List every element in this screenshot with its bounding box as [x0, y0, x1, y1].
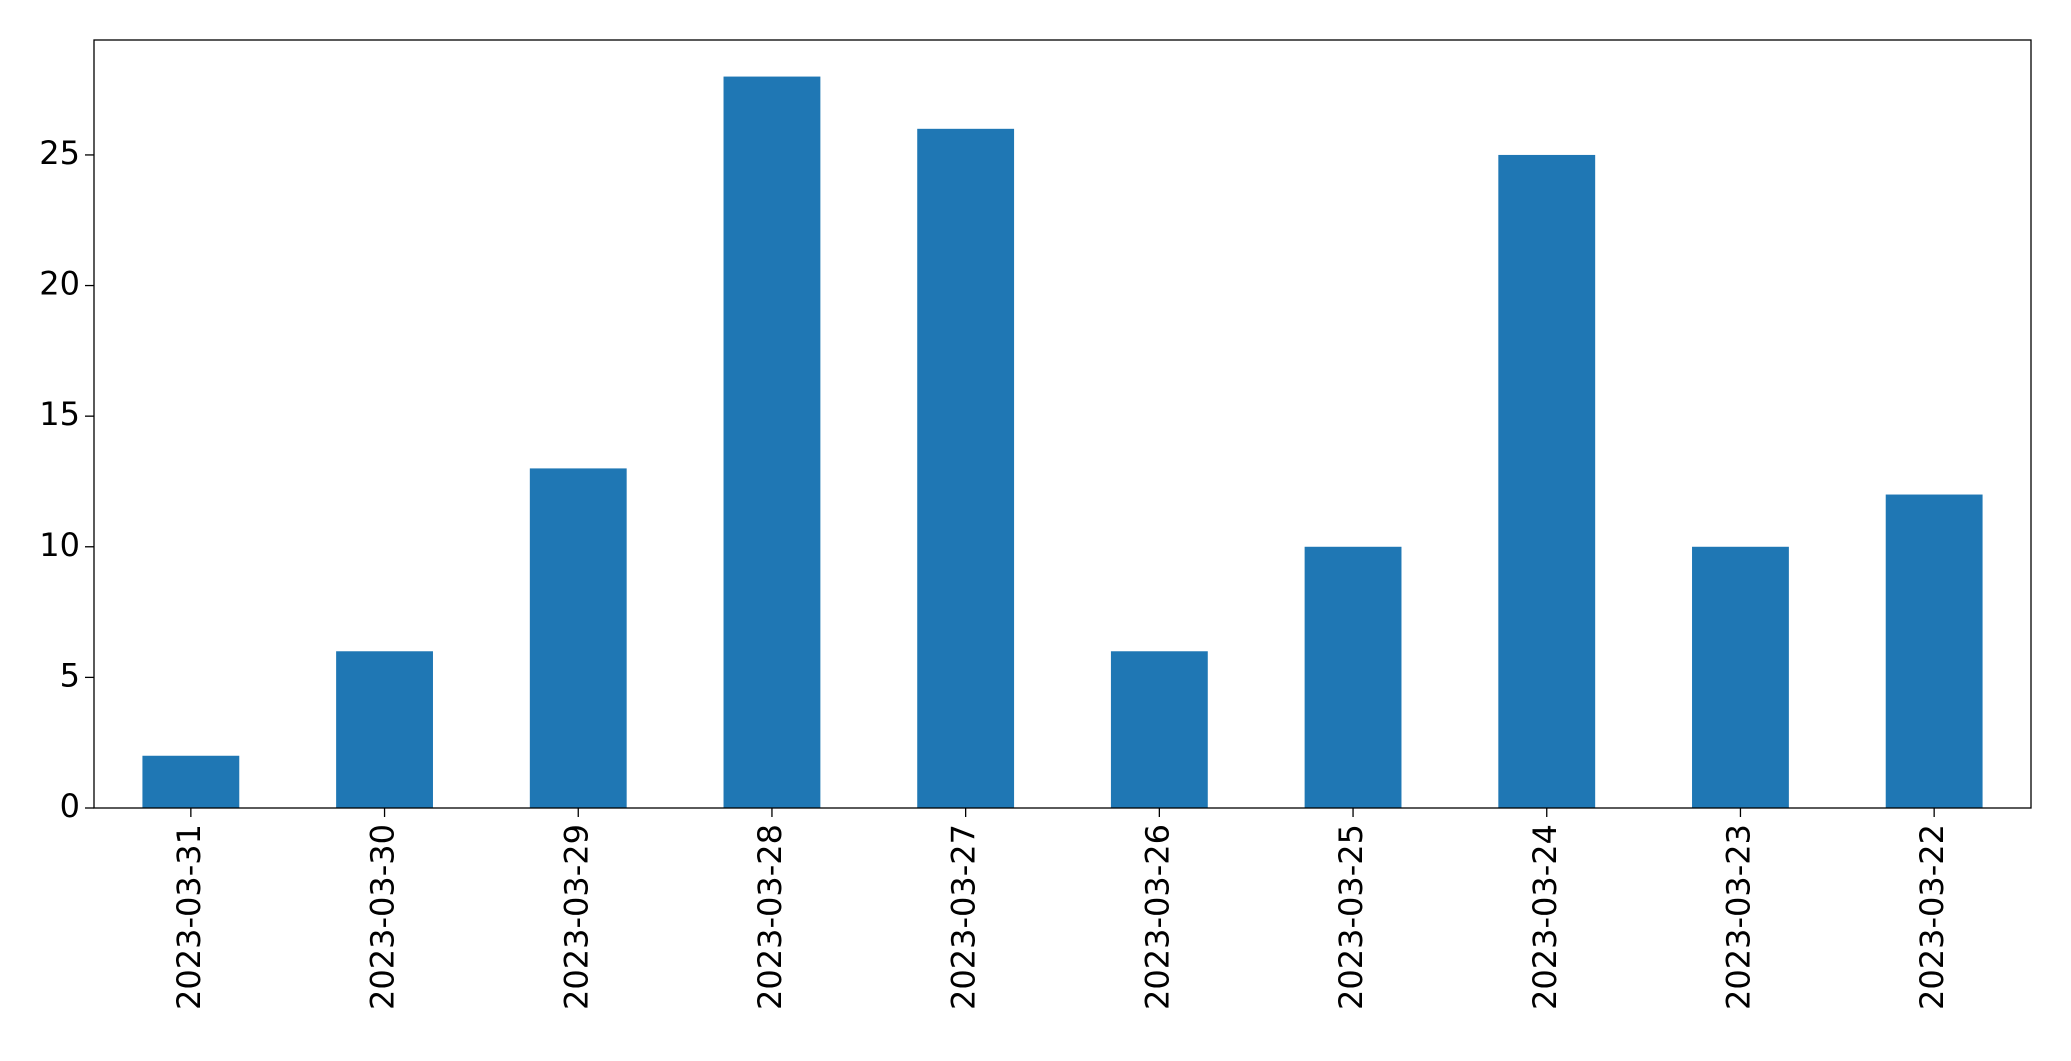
- bar: [142, 755, 240, 808]
- bar: [1692, 546, 1789, 808]
- x-tick-label: 2023-03-26: [1138, 824, 1176, 1010]
- x-tick-label: 2023-03-27: [945, 824, 983, 1010]
- x-tick-label: 2023-03-22: [1913, 824, 1951, 1010]
- plot-frame: [93, 39, 2032, 809]
- x-tick-label: 2023-03-29: [557, 824, 595, 1010]
- y-tick-label: 5: [60, 656, 80, 694]
- bar: [917, 128, 1015, 808]
- bar: [1498, 154, 1596, 808]
- bar: [529, 468, 627, 808]
- y-tick-label: 25: [39, 134, 80, 172]
- x-tick-label: 2023-03-25: [1332, 824, 1370, 1010]
- bar: [1304, 546, 1402, 808]
- bar: [1885, 494, 1983, 808]
- bar: [723, 76, 821, 809]
- x-tick-label: 2023-03-28: [751, 824, 789, 1010]
- x-tick-label: 2023-03-30: [364, 824, 402, 1010]
- bar: [1110, 651, 1208, 808]
- y-tick-label: 0: [60, 787, 80, 825]
- bar: [336, 651, 433, 808]
- y-tick-label: 10: [39, 526, 80, 564]
- x-tick-label: 2023-03-23: [1719, 824, 1757, 1010]
- y-tick-label: 15: [39, 395, 80, 433]
- x-tick-label: 2023-03-24: [1526, 824, 1564, 1010]
- y-tick-label: 20: [39, 265, 80, 303]
- x-tick-label: 2023-03-31: [170, 824, 208, 1010]
